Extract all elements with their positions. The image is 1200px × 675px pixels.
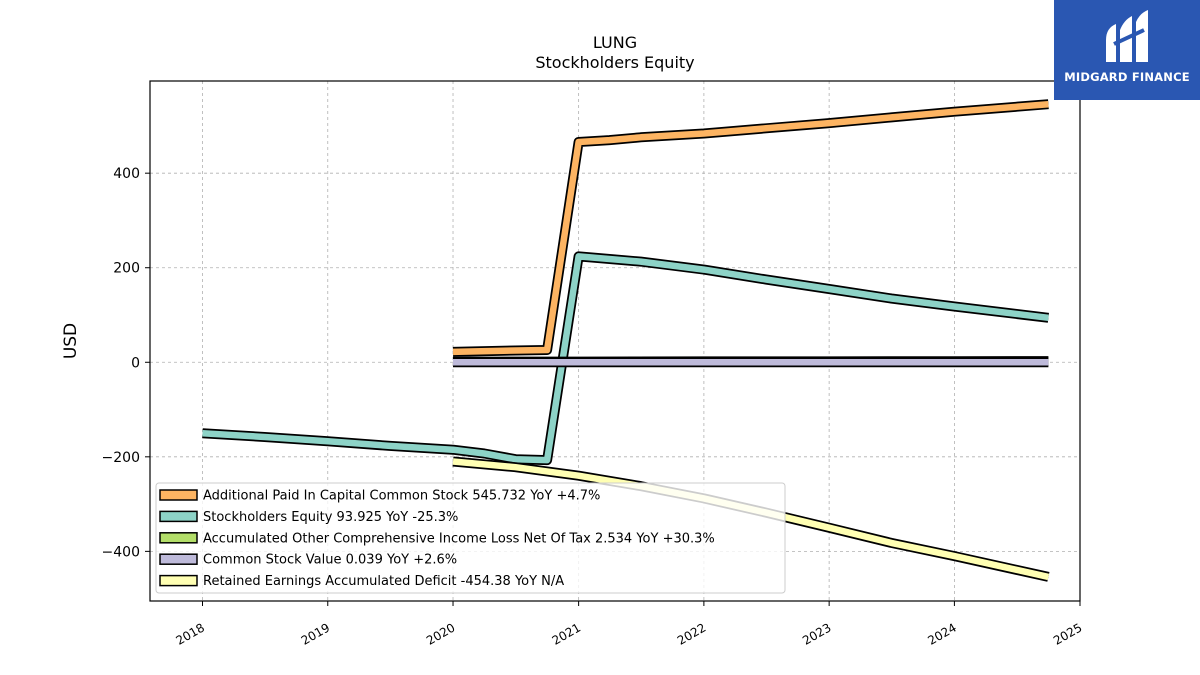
- legend-label: Retained Earnings Accumulated Deficit -4…: [203, 574, 564, 589]
- legend-item: Retained Earnings Accumulated Deficit -4…: [159, 574, 564, 589]
- series-stroke: [452, 100, 1049, 356]
- series-layer: [202, 99, 1050, 582]
- legend-label: Accumulated Other Comprehensive Income L…: [203, 531, 715, 546]
- legend-item: Additional Paid In Capital Common Stock …: [159, 489, 600, 504]
- x-tick-label: 2018: [174, 620, 207, 647]
- legend-swatch: [159, 553, 198, 565]
- plot-frame: [149, 80, 1081, 602]
- midgard-finance-logo: MIDGARD FINANCE: [1054, 0, 1200, 100]
- x-tick-label: 2022: [675, 620, 708, 647]
- x-tick-label: 2024: [925, 620, 958, 647]
- legend-swatch: [159, 532, 198, 544]
- y-axis-label: USD: [61, 323, 81, 359]
- series-line-1: [452, 99, 1049, 357]
- series-outline: [452, 99, 1049, 357]
- x-axis-ticks: 2018 2019 2020 2021 2022 2023 2024 2025: [174, 601, 1085, 648]
- y-tick-label: −400: [102, 544, 140, 560]
- chart-subtitle: Stockholders Equity: [535, 53, 694, 72]
- y-axis-ticks: 400 200 0 −200 −400: [102, 166, 150, 560]
- legend-box: [155, 482, 786, 594]
- y-tick-label: 0: [131, 355, 140, 371]
- legend-item: Accumulated Other Comprehensive Income L…: [159, 531, 715, 546]
- chart-title: LUNG: [593, 33, 637, 52]
- x-tick-label: 2025: [1051, 620, 1084, 647]
- legend-swatch: [159, 510, 198, 523]
- y-tick-label: 200: [113, 261, 140, 277]
- y-tick-label: −200: [102, 450, 140, 466]
- x-tick-label: 2023: [800, 620, 833, 647]
- legend-swatch: [159, 489, 198, 501]
- x-tick-label: 2020: [424, 620, 457, 647]
- legend-label: Additional Paid In Capital Common Stock …: [203, 489, 600, 504]
- x-tick-label: 2021: [550, 620, 583, 647]
- legend-label: Common Stock Value 0.039 YoY +2.6%: [203, 553, 457, 568]
- legend-item: Stockholders Equity 93.925 YoY -25.3%: [159, 510, 458, 525]
- legend: Additional Paid In Capital Common Stock …: [155, 482, 786, 594]
- brand-name: MIDGARD FINANCE: [1064, 70, 1190, 84]
- logo-mark-icon: [1106, 10, 1148, 62]
- legend-swatch: [159, 574, 198, 587]
- legend-item: Common Stock Value 0.039 YoY +2.6%: [159, 553, 457, 568]
- y-tick-label: 400: [113, 166, 140, 182]
- legend-label: Stockholders Equity 93.925 YoY -25.3%: [203, 510, 458, 525]
- x-tick-label: 2019: [299, 620, 332, 647]
